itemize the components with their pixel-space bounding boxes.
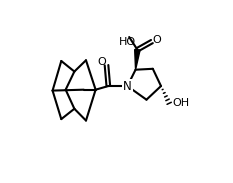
Text: HO: HO	[119, 38, 136, 47]
Polygon shape	[135, 49, 140, 70]
Text: N: N	[123, 80, 132, 93]
Text: O: O	[98, 57, 106, 67]
Text: O: O	[152, 35, 161, 45]
Text: OH: OH	[172, 98, 190, 108]
